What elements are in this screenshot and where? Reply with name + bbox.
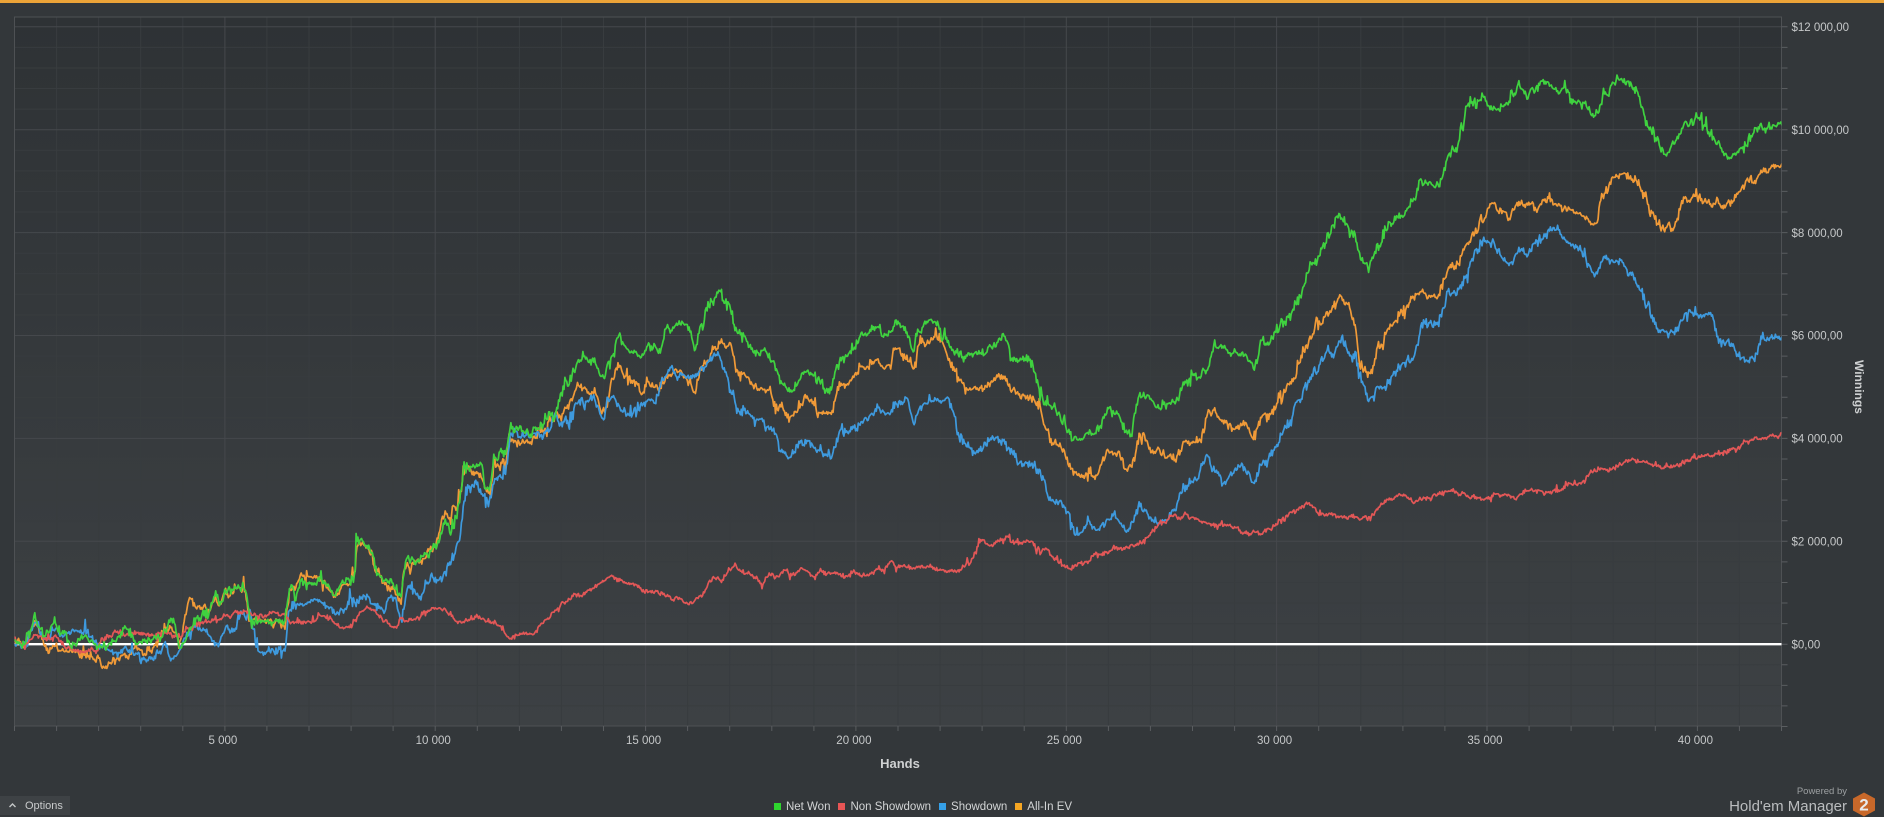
svg-text:$0,00: $0,00 [1792, 639, 1821, 651]
svg-text:20 000: 20 000 [836, 735, 871, 747]
svg-text:30 000: 30 000 [1257, 735, 1292, 747]
svg-text:2: 2 [1859, 796, 1868, 815]
svg-text:25 000: 25 000 [1047, 735, 1082, 747]
svg-text:$10 000,00: $10 000,00 [1792, 125, 1850, 137]
svg-text:$2 000,00: $2 000,00 [1792, 537, 1843, 549]
svg-text:15 000: 15 000 [626, 735, 661, 747]
svg-text:$8 000,00: $8 000,00 [1792, 228, 1843, 240]
svg-text:$6 000,00: $6 000,00 [1792, 331, 1843, 343]
svg-text:40 000: 40 000 [1678, 735, 1713, 747]
svg-text:$12 000,00: $12 000,00 [1792, 22, 1850, 34]
svg-text:35 000: 35 000 [1467, 735, 1502, 747]
svg-text:5 000: 5 000 [209, 735, 238, 747]
svg-text:$4 000,00: $4 000,00 [1792, 434, 1843, 446]
svg-text:10 000: 10 000 [416, 735, 451, 747]
